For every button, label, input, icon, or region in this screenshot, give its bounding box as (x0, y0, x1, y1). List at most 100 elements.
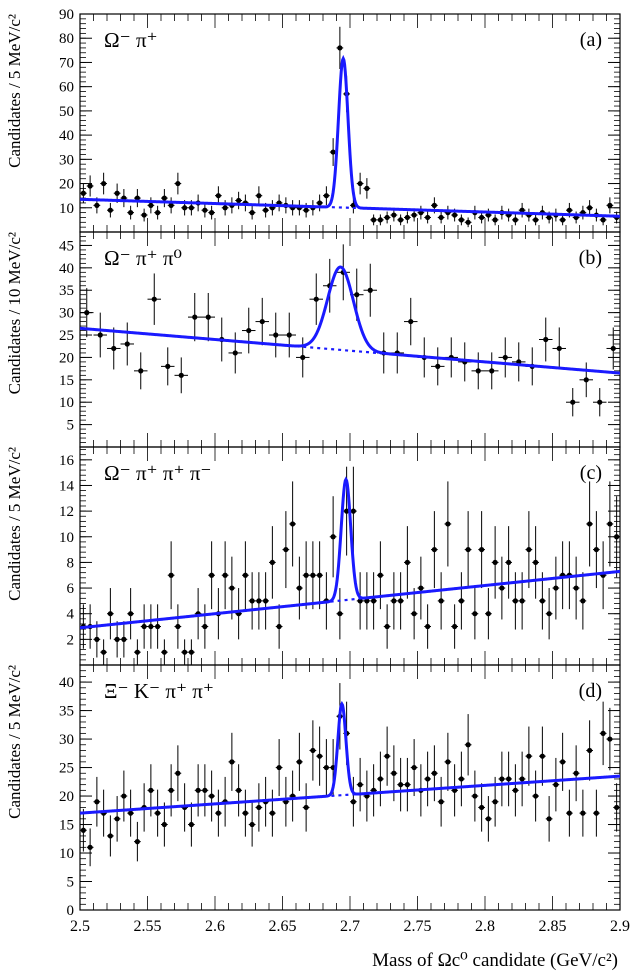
data-marker (263, 598, 269, 604)
data-marker (452, 787, 458, 793)
data-point (289, 770, 296, 822)
data-marker (519, 598, 525, 604)
y-tick-label: 60 (59, 80, 74, 96)
data-point (174, 604, 182, 649)
data-point (552, 327, 566, 370)
data-marker (357, 782, 363, 788)
data-point (478, 211, 485, 224)
data-marker (519, 207, 525, 213)
data-marker (148, 623, 154, 630)
data-point (289, 481, 296, 567)
x-tick-label: 2.6 (205, 918, 225, 935)
data-marker (489, 368, 495, 374)
total-fit-curve (80, 265, 620, 375)
data-marker (533, 793, 539, 799)
data-point (86, 175, 94, 197)
data-marker (229, 759, 235, 765)
data-marker (317, 753, 323, 759)
data-marker (246, 327, 252, 334)
data-point (539, 572, 546, 630)
data-point (505, 526, 512, 599)
data-point (100, 172, 107, 195)
data-point (269, 312, 283, 358)
data-point (593, 511, 600, 589)
data-marker (97, 332, 103, 338)
data-marker (192, 314, 198, 320)
data-marker (101, 180, 107, 187)
data-point (80, 808, 87, 852)
data-point (316, 726, 323, 786)
data-marker (94, 799, 100, 805)
data-marker (128, 611, 134, 617)
data-marker (242, 810, 248, 816)
data-marker (202, 623, 208, 630)
data-marker (411, 764, 417, 771)
data-point (147, 197, 155, 214)
panel-letter: (a) (580, 29, 602, 51)
data-marker (175, 623, 181, 630)
data-marker (543, 336, 549, 343)
data-point (444, 481, 452, 567)
data-point (383, 211, 391, 224)
x-axis: 2.5 2.55 2.6 2.65 2.7 2.75 2.8 2.85 2.9 (70, 918, 630, 935)
data-marker (107, 611, 113, 617)
data-point (606, 707, 614, 771)
panel-c: 2 4 6 8 10 12 14 16 Candidates / 5 MeV/c² Ω⁻ π⁺ π… (5, 446, 621, 666)
data-point (167, 541, 175, 610)
data-point (485, 796, 492, 842)
data-point (451, 604, 458, 649)
panel-letter: (d) (579, 680, 602, 702)
data-marker (587, 747, 593, 754)
data-point (458, 214, 465, 226)
data-point (296, 200, 303, 216)
data-marker (337, 611, 343, 617)
data-marker (411, 611, 417, 617)
data-point (242, 307, 256, 354)
data-point (512, 214, 519, 226)
data-point (289, 200, 296, 216)
data-point (201, 202, 209, 218)
data-marker (614, 804, 620, 811)
data-points (80, 466, 620, 665)
data-point (410, 739, 418, 797)
data-marker (249, 210, 255, 216)
data-point (248, 802, 256, 847)
data-point (532, 526, 539, 599)
y-tick-label: 20 (59, 177, 74, 193)
data-point (248, 572, 256, 630)
data-point (363, 770, 371, 822)
data-marker (269, 810, 275, 816)
data-marker (502, 354, 508, 361)
data-marker (475, 368, 481, 374)
data-marker (425, 623, 431, 630)
data-marker (178, 372, 184, 378)
data-marker (101, 649, 107, 655)
data-point (248, 205, 256, 220)
data-point (296, 556, 303, 620)
data-marker (485, 212, 491, 218)
data-marker (398, 782, 404, 788)
data-points (80, 683, 620, 867)
data-point (505, 751, 512, 807)
data-point (491, 214, 499, 226)
data-marker (188, 821, 194, 828)
data-point (107, 327, 121, 370)
data-marker (317, 572, 323, 578)
data-point (606, 481, 614, 567)
data-marker (431, 770, 437, 776)
data-marker (371, 598, 377, 604)
data-marker (485, 816, 491, 822)
y-tick-label: 16 (59, 453, 75, 469)
data-points (80, 244, 620, 417)
data-marker (202, 207, 208, 213)
data-point (431, 347, 445, 386)
data-point (120, 621, 128, 658)
data-marker (242, 572, 248, 578)
data-marker (188, 205, 194, 211)
x-tick-label: 2.7 (340, 918, 360, 935)
data-marker (168, 202, 174, 208)
channel-label: Ω⁻ π⁺ π⁺ π⁻ (104, 461, 212, 485)
data-point (424, 211, 431, 224)
y-tick-label: 45 (59, 238, 74, 254)
